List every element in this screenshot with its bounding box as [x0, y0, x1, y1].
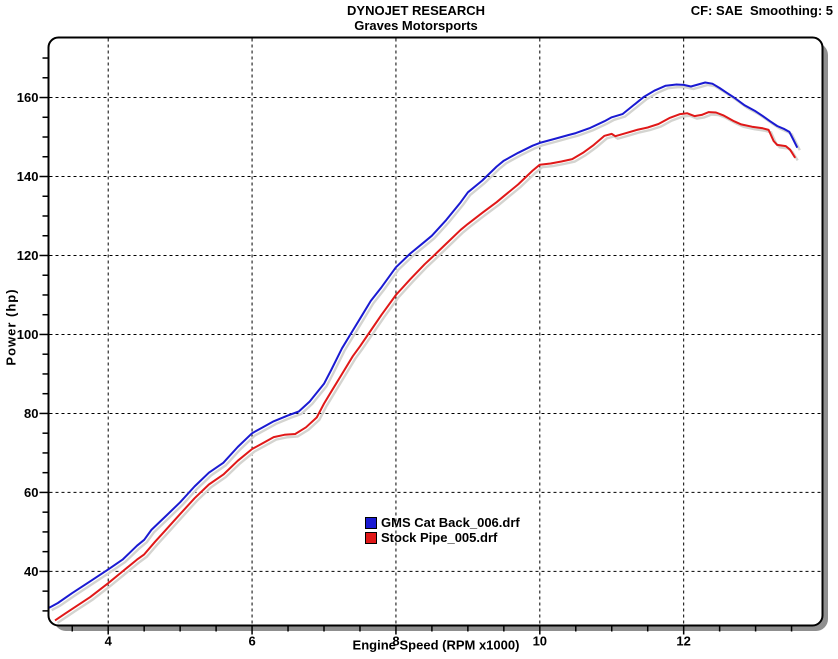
legend-swatch-red	[365, 531, 377, 544]
svg-text:10: 10	[533, 634, 547, 649]
gridlines	[49, 38, 822, 625]
chart-header: DYNOJET RESEARCH Graves Motorsports	[0, 3, 832, 33]
x-tick-labels: 4 6 8 10 12	[105, 634, 691, 649]
x-axis-title: Engine Speed (RPM x1000)	[352, 637, 520, 653]
y-axis-title: Power (hp)	[3, 288, 19, 366]
svg-text:6: 6	[248, 634, 255, 649]
svg-text:160: 160	[17, 90, 39, 105]
legend-swatch-blue	[365, 516, 377, 529]
legend-label: Stock Pipe_005.drf	[381, 530, 498, 545]
svg-text:80: 80	[24, 406, 38, 421]
curve-stock-pipe-005-drf	[54, 111, 797, 622]
chart-title: DYNOJET RESEARCH	[347, 3, 485, 18]
power-curves	[48, 81, 799, 622]
svg-text:140: 140	[17, 169, 39, 184]
svg-text:4: 4	[105, 634, 113, 649]
svg-text:8: 8	[392, 634, 399, 649]
svg-text:120: 120	[17, 248, 39, 263]
legend-item-stock-pipe: Stock Pipe_005.drf	[365, 530, 520, 545]
svg-text:60: 60	[24, 485, 38, 500]
legend: GMS Cat Back_006.drf Stock Pipe_005.drf	[365, 515, 520, 545]
y-tick-labels: 40 60 80 100 120 140 160	[17, 90, 39, 579]
chart-subtitle: Graves Motorsports	[354, 18, 478, 33]
svg-text:40: 40	[24, 564, 38, 579]
correction-smoothing-label: CF: SAE Smoothing: 5	[690, 3, 833, 18]
curve-gms-cat-back-006-drf	[48, 81, 799, 609]
svg-text:100: 100	[17, 327, 39, 342]
legend-item-gms-cat-back: GMS Cat Back_006.drf	[365, 515, 520, 530]
legend-label: GMS Cat Back_006.drf	[381, 515, 520, 530]
plot-background	[48, 37, 823, 626]
svg-text:12: 12	[676, 634, 690, 649]
plot-border	[47, 36, 824, 627]
